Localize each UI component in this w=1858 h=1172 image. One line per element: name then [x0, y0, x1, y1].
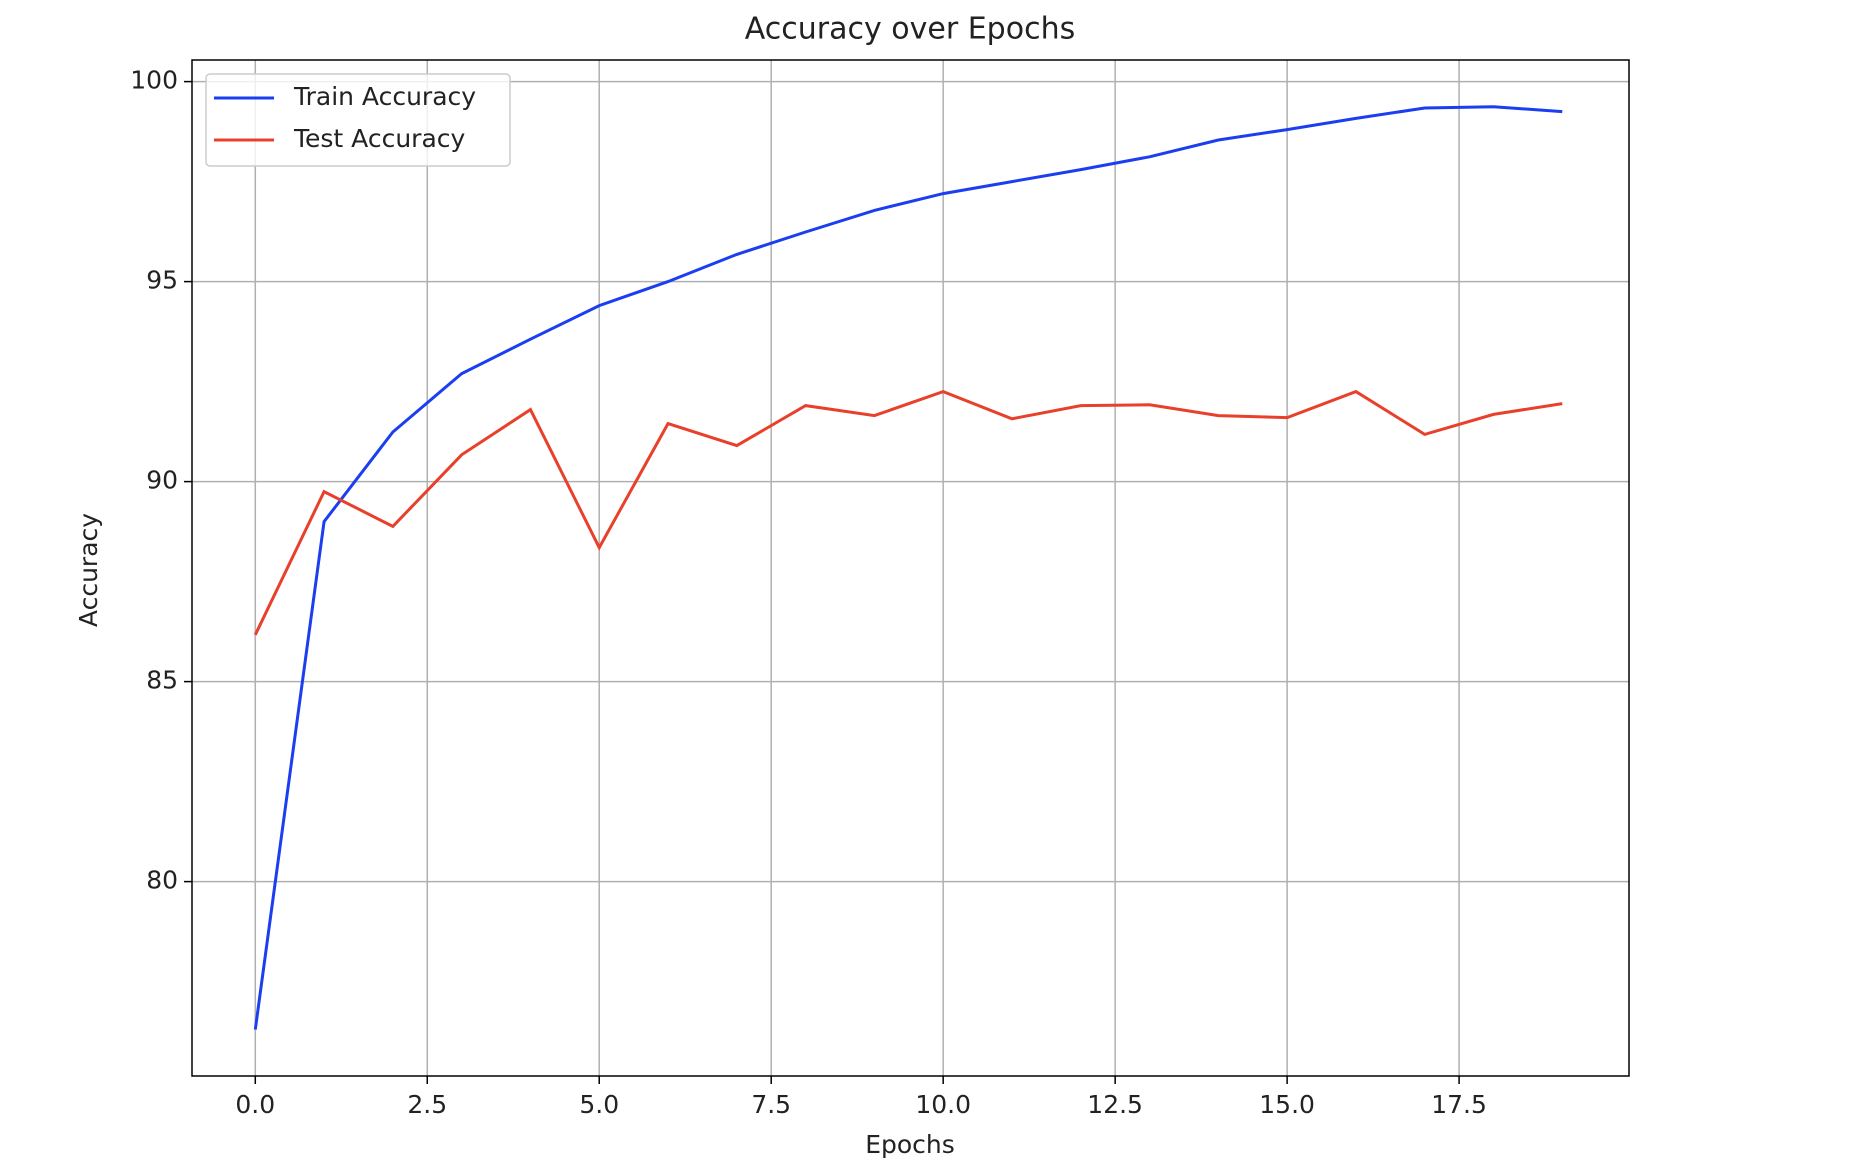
x-tick-label: 5.0	[579, 1090, 619, 1119]
data-line	[253, 105, 1563, 1030]
x-tick-label: 15.0	[1259, 1090, 1315, 1119]
x-tick-label: 17.5	[1431, 1090, 1487, 1119]
y-tick-label: 85	[146, 666, 178, 695]
legend-label: Test Accuracy	[293, 124, 466, 153]
chart-title: Accuracy over Epochs	[745, 12, 1075, 47]
y-tick-label: 95	[146, 266, 178, 295]
x-tick-label: 0.0	[235, 1090, 275, 1119]
x-tick-label: 10.0	[915, 1090, 971, 1119]
y-tick-label: 90	[146, 466, 178, 495]
y-tick-label: 80	[146, 866, 178, 895]
data-line	[253, 389, 1563, 636]
y-axis-label: Accuracy	[74, 513, 103, 627]
legend-label: Train Accuracy	[293, 82, 476, 111]
x-tick-label: 7.5	[751, 1090, 791, 1119]
legend-box	[205, 73, 511, 167]
x-tick-label: 12.5	[1087, 1090, 1143, 1119]
x-tick-label: 2.5	[407, 1090, 447, 1119]
y-tick-label: 100	[130, 66, 178, 95]
x-axis-label: Epochs	[865, 1130, 955, 1159]
plot-frame	[191, 59, 1630, 1077]
